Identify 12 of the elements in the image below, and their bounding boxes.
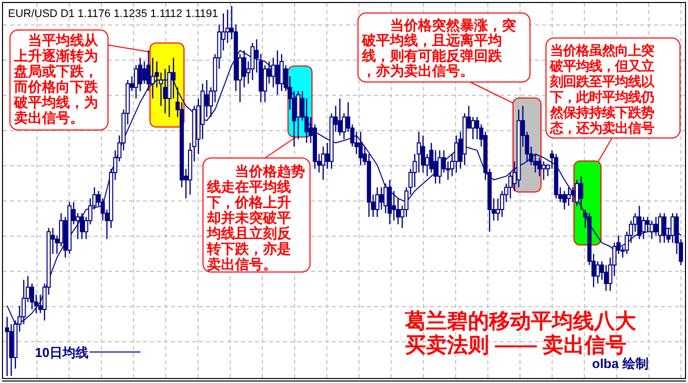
legend-label: 10日均线 <box>35 345 88 360</box>
title: EUR/USD D1 1.1176 1.1235 1.1112 1.1191 <box>8 8 218 20</box>
annotation: 葛兰碧的移动平均线八大买卖法则 —— 卖出信号 <box>405 310 636 357</box>
annotation: olba 绘制 <box>592 356 648 371</box>
annotation: 当价格虽然向上突破平均线，但又立刻回跌至平均线以下，此时平均线仍然保持持续下跌势态，还为卖出信号 <box>549 43 655 136</box>
annotation: 当平均线从上升逐渐转为盘局或下跌，而价格向下跌破平均线，为卖出信号。 <box>13 32 99 126</box>
annotation: 当平均线从上升逐渐转为盘局或下跌，而价格向下跌破平均线，为卖出信号。 <box>10 30 108 130</box>
legend: 10日均线 <box>35 345 141 360</box>
annotation: 当价格虽然向上突破平均线，但又立刻回跌至平均线以下，此时平均线仍然保持持续下跌势态，还为卖出信号 <box>546 38 680 138</box>
annotation: 当价格趋势线走在平均线下，价格上升却并未突破平均线且立刻反转下跌，亦是卖出信号。 <box>202 158 310 272</box>
annotation: 当价格突然暴涨，突破平均线，且远离平均线，则有可能反弹回跌，亦为卖出信号。 <box>361 17 516 79</box>
annotation: 当价格突然暴涨，突破平均线，且远离平均线，则有可能反弹回跌，亦为卖出信号。 <box>358 12 530 82</box>
